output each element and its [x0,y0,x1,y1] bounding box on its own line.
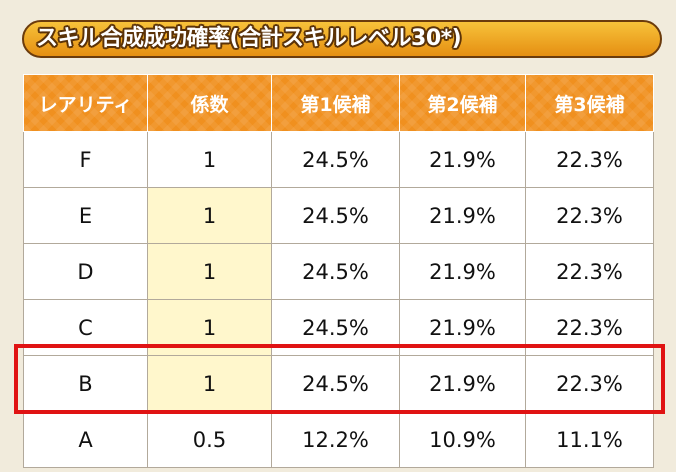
cell-candidate-3: 22.3% [525,355,654,412]
cell-rarity: E [23,187,148,244]
cell-coefficient: 0.5 [147,411,272,468]
cell-candidate-3: 11.1% [525,411,654,468]
cell-candidate-2: 21.9% [399,299,526,356]
cell-coefficient: 1 [147,299,272,356]
probability-table-container: レアリティ 係数 第1候補 第2候補 第3候補 F 1 24.5% 21.9% … [23,74,654,468]
cell-candidate-1: 24.5% [271,355,400,412]
table-row-highlighted: B 1 24.5% 21.9% 22.3% [23,355,654,412]
cell-candidate-1: 24.5% [271,243,400,300]
cell-candidate-1: 24.5% [271,131,400,188]
header-candidate-2: 第2候補 [399,74,526,132]
title-banner: スキル合成成功確率(合計スキルレベル30*) [22,20,662,58]
header-candidate-1: 第1候補 [271,74,400,132]
cell-coefficient: 1 [147,187,272,244]
header-rarity: レアリティ [23,74,148,132]
cell-candidate-1: 24.5% [271,187,400,244]
cell-candidate-2: 21.9% [399,355,526,412]
table-row: E 1 24.5% 21.9% 22.3% [23,187,654,244]
cell-candidate-2: 21.9% [399,243,526,300]
cell-rarity: D [23,243,148,300]
probability-table: レアリティ 係数 第1候補 第2候補 第3候補 F 1 24.5% 21.9% … [23,74,654,468]
table-row: A 0.5 12.2% 10.9% 11.1% [23,411,654,468]
cell-coefficient: 1 [147,131,272,188]
cell-candidate-3: 22.3% [525,243,654,300]
cell-coefficient: 1 [147,355,272,412]
header-candidate-3: 第3候補 [525,74,654,132]
table-row: F 1 24.5% 21.9% 22.3% [23,131,654,188]
cell-rarity: C [23,299,148,356]
cell-candidate-3: 22.3% [525,187,654,244]
cell-coefficient: 1 [147,243,272,300]
title-banner-background [22,20,662,58]
cell-candidate-3: 22.3% [525,131,654,188]
cell-candidate-2: 21.9% [399,187,526,244]
header-coefficient: 係数 [147,74,272,132]
table-row: D 1 24.5% 21.9% 22.3% [23,243,654,300]
cell-candidate-2: 21.9% [399,131,526,188]
cell-rarity: F [23,131,148,188]
table-header-row: レアリティ 係数 第1候補 第2候補 第3候補 [23,74,654,132]
page-title: スキル合成成功確率(合計スキルレベル30*) [36,26,462,51]
cell-rarity: B [23,355,148,412]
cell-candidate-3: 22.3% [525,299,654,356]
cell-candidate-1: 12.2% [271,411,400,468]
cell-rarity: A [23,411,148,468]
cell-candidate-2: 10.9% [399,411,526,468]
table-row: C 1 24.5% 21.9% 22.3% [23,299,654,356]
cell-candidate-1: 24.5% [271,299,400,356]
